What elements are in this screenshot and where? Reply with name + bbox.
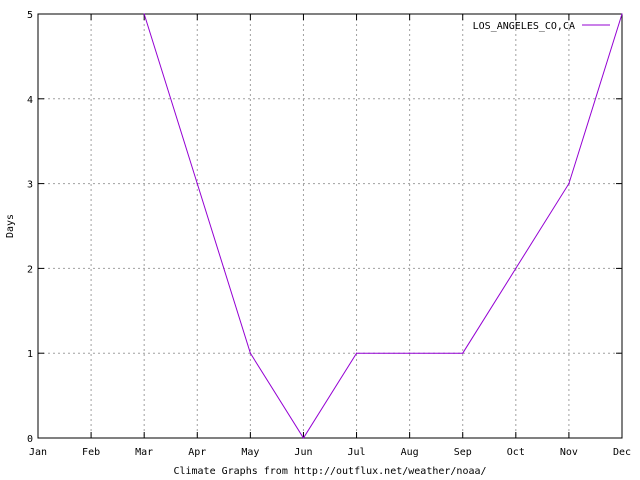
legend-label: LOS_ANGELES_CO,CA	[473, 21, 575, 32]
x-tick-label: Sep	[454, 447, 472, 458]
x-tick-label: May	[241, 447, 259, 458]
y-axis-label: Days	[5, 214, 16, 238]
x-tick-label: Nov	[560, 447, 578, 458]
y-tick-label: 0	[27, 434, 33, 445]
plot-frame	[37, 13, 623, 439]
x-axis-label: Climate Graphs from http://outflux.net/w…	[173, 466, 486, 477]
data-point	[302, 437, 305, 439]
y-tick-label: 4	[27, 95, 33, 106]
x-tick-label: Jan	[29, 447, 47, 458]
data-point	[515, 267, 517, 269]
x-tick-label: Apr	[188, 447, 206, 458]
x-tick-label: Jul	[348, 447, 366, 458]
data-point	[355, 352, 358, 354]
y-tick-label: 2	[27, 264, 33, 275]
axis-ticks	[37, 13, 623, 439]
data-point	[196, 183, 198, 185]
x-tick-label: Jun	[294, 447, 312, 458]
data-point	[409, 352, 411, 354]
x-tick-label: Mar	[135, 447, 153, 458]
y-tick-label: 1	[27, 349, 33, 360]
data-point	[462, 352, 464, 354]
y-tick-labels: 0 1 2 3 4 5	[27, 10, 33, 445]
series-line	[143, 13, 623, 439]
data-point	[249, 352, 251, 354]
legend: LOS_ANGELES_CO,CA	[473, 21, 610, 32]
x-tick-label: Dec	[613, 447, 631, 458]
y-tick-label: 3	[27, 180, 33, 191]
x-tick-label: Oct	[507, 447, 525, 458]
x-tick-labels: Jan Feb Mar Apr May Jun Jul Aug Sep Oct Nov Dec	[29, 447, 631, 458]
data-point	[621, 13, 623, 15]
series-layer	[143, 13, 623, 439]
x-tick-label: Feb	[82, 447, 100, 458]
x-tick-label: Aug	[401, 447, 419, 458]
data-point	[143, 13, 145, 15]
data-point	[568, 183, 570, 185]
grid	[38, 14, 622, 438]
y-tick-label: 5	[27, 10, 33, 21]
